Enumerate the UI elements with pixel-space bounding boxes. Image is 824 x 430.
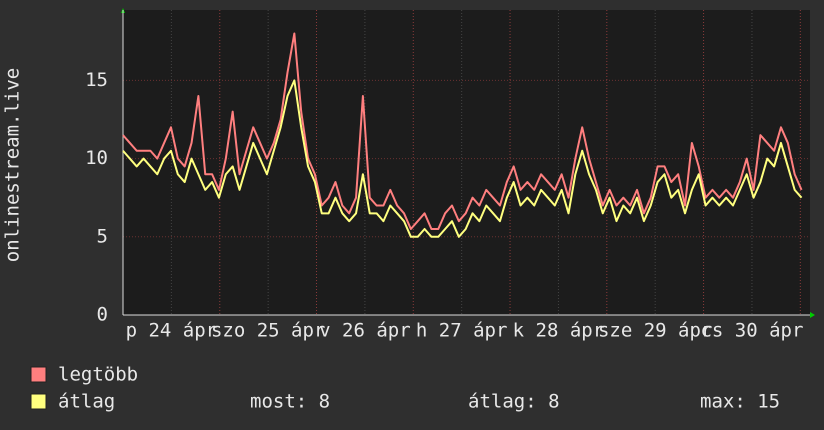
y-tick-label: 10	[85, 147, 108, 169]
x-tick-label: cs 30 ápr	[700, 320, 803, 342]
x-tick-label: szo 25 ápr	[211, 320, 325, 342]
legend-swatch	[30, 366, 47, 383]
stat: max: 15	[700, 391, 780, 413]
legend-label: legtöbb	[58, 364, 138, 386]
y-tick-label: 15	[85, 69, 108, 91]
x-tick-label: sze 29 ápr	[598, 320, 712, 342]
axis-arrow	[810, 312, 815, 318]
y-tick-label: 5	[97, 225, 108, 247]
series-line	[122, 32, 803, 230]
legend-swatch	[30, 393, 47, 410]
legend-label: átlag	[58, 391, 115, 413]
x-tick-label: k 28 ápr	[513, 320, 605, 342]
stat: most: 8	[250, 391, 330, 413]
x-tick-label: v 26 ápr	[319, 320, 411, 342]
series-line	[122, 79, 803, 238]
stat: átlag: 8	[468, 391, 560, 413]
plot-area	[123, 10, 810, 315]
y-tick-label: 0	[97, 304, 108, 326]
y-axis-label: onlinestream.live	[2, 68, 24, 262]
x-tick-label: p 24 ápr	[126, 320, 218, 342]
x-tick-label: h 27 ápr	[416, 320, 508, 342]
